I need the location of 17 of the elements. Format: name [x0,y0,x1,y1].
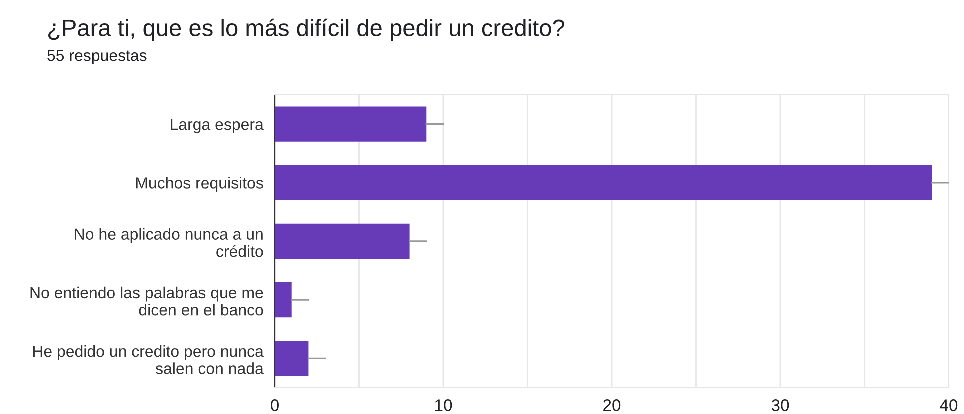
x-tick-label: 10 [436,400,452,412]
x-tick-label: 40 [940,400,958,412]
bar [275,282,292,318]
x-tick-label: 0 [271,400,279,412]
y-tick-label: Muchos requisitos [136,177,264,192]
y-tick-label: He pedido un credito pero nunca salen con nada [33,345,264,374]
text: 55 respuestas [48,50,147,64]
y-tick-label: No he aplicado nunca a un crédito [75,228,264,258]
chart-title: ¿Para ti, que es lo más difícil de pedir un credito? [48,18,565,42]
y-tick-label: No entiendo las palabras que me dicen en el banco [30,286,264,316]
x-tick-label: 30 [772,400,790,412]
x-tick-label: 20 [604,400,621,412]
y-tick-label: Larga espera [171,119,264,134]
bar [275,165,932,200]
bar [275,106,427,142]
bar [275,224,410,260]
bar [275,341,309,376]
